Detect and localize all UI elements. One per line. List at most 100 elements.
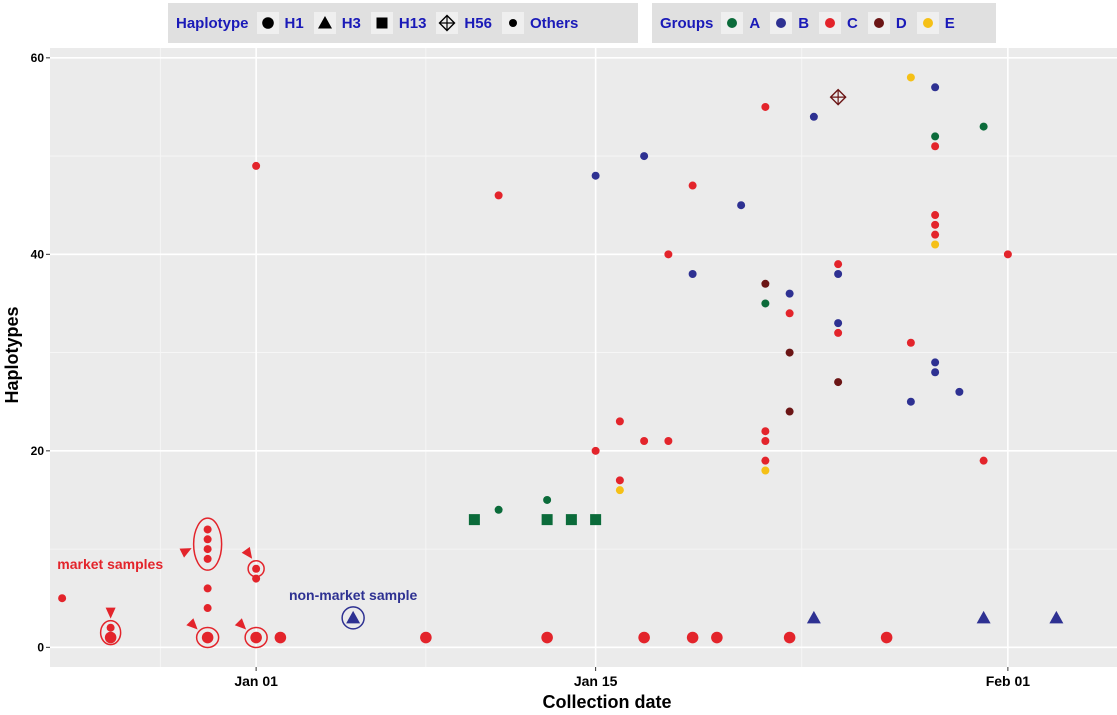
- other-point: [761, 299, 770, 308]
- h13-point: [541, 514, 553, 526]
- h13-point: [565, 514, 577, 526]
- group-legend-label: B: [798, 14, 810, 32]
- h13-point: [376, 17, 388, 29]
- other-point: [809, 112, 818, 121]
- other-point: [615, 486, 624, 495]
- h1-point: [638, 631, 650, 644]
- group-legend-key: [819, 12, 842, 34]
- market-sample-ellipse: [192, 517, 223, 571]
- group-legend-key: [770, 12, 793, 34]
- haplotype-legend: Haplotype H1 H3 H13 H56 Others: [168, 3, 638, 43]
- other-point: [252, 564, 261, 573]
- arrowhead: [241, 546, 253, 559]
- non-market-sample-label: non-market sample: [289, 587, 418, 603]
- arrowhead: [105, 607, 116, 619]
- h13-point: [468, 514, 480, 526]
- other-point: [834, 328, 843, 337]
- other-point: [543, 495, 552, 504]
- other-point: [931, 83, 940, 92]
- other-point: [494, 505, 503, 514]
- other-point: [640, 152, 649, 161]
- non-market-sample-ellipse: [341, 606, 365, 630]
- other-point: [615, 417, 624, 426]
- other-point: [906, 397, 915, 406]
- x-tick-label: Jan 15: [574, 673, 618, 689]
- other-point: [494, 191, 503, 200]
- groups-legend: Groups A B C D E: [652, 3, 996, 43]
- other-point: [906, 73, 915, 82]
- group-legend-swatch: [776, 18, 787, 28]
- haplotype-legend-label: H1: [284, 14, 304, 32]
- h13-point: [590, 514, 602, 526]
- other-point: [931, 220, 940, 229]
- market-sample-ellipse: [195, 626, 220, 649]
- h56-cross: [439, 15, 455, 31]
- group-legend-swatch: [825, 18, 836, 28]
- other-point: [785, 289, 794, 298]
- group-legend-label: C: [847, 14, 858, 32]
- x-axis-label: Collection date: [542, 692, 671, 712]
- y-tick-label: 20: [31, 444, 45, 458]
- other-point: [761, 102, 770, 111]
- other-point: [688, 269, 697, 278]
- other-point: [58, 594, 67, 603]
- other-point: [203, 545, 212, 554]
- market-sample-ellipse: [99, 619, 122, 646]
- other-point: [252, 161, 261, 170]
- group-legend-swatch: [873, 18, 884, 28]
- h56-point: [438, 14, 456, 32]
- h1-point: [711, 631, 723, 644]
- annotations: market samples non-market sample: [57, 517, 418, 649]
- h1-point: [274, 631, 287, 644]
- other-point: [761, 456, 770, 465]
- h1-point: [261, 17, 274, 29]
- group-legend-key: [721, 12, 744, 34]
- other-point: [834, 378, 843, 387]
- other-point: [203, 604, 212, 613]
- h3-point: [346, 610, 361, 624]
- other-point: [203, 525, 212, 534]
- arrowhead: [179, 548, 192, 558]
- group-legend-label: E: [944, 14, 955, 32]
- other-point: [664, 250, 673, 259]
- other-point: [785, 348, 794, 357]
- other-point: [761, 427, 770, 436]
- h1-point: [420, 631, 432, 644]
- arrowhead: [186, 618, 198, 630]
- y-axis-label: Haplotypes: [2, 306, 22, 403]
- other-point: [834, 269, 843, 278]
- other-point: [955, 387, 964, 396]
- axes: 0 20 40 60 Jan 01 Jan 15 Feb 01: [31, 51, 1031, 689]
- other-point: [931, 142, 940, 151]
- other-point: [688, 181, 697, 190]
- market-sample-ellipse: [244, 626, 268, 649]
- h1-point: [104, 631, 117, 644]
- other-point: [737, 201, 746, 210]
- other-point: [106, 623, 115, 632]
- other-point: [931, 132, 940, 141]
- group-legend-swatch: [922, 18, 933, 28]
- haplotype-legend-key: [436, 12, 459, 34]
- market-sample-ellipse: [247, 559, 265, 578]
- other-point: [785, 309, 794, 318]
- y-tick-label: 60: [31, 51, 45, 65]
- market-samples-label: market samples: [57, 556, 163, 572]
- haplotype-legend-key: [313, 12, 336, 34]
- haplotype-legend-label: Others: [529, 14, 579, 32]
- group-legend-label: D: [895, 14, 907, 32]
- plot-panel: [50, 48, 1117, 667]
- other-point: [906, 338, 915, 347]
- haplotype-legend-title: Haplotype: [176, 14, 249, 32]
- other-point: [931, 230, 940, 239]
- h3-point: [317, 16, 332, 29]
- group-legend-label: A: [749, 14, 761, 32]
- other-point: [761, 466, 770, 475]
- h56-diamond: [829, 88, 847, 106]
- h3-point: [976, 610, 991, 624]
- other-point: [508, 19, 517, 27]
- other-point: [785, 407, 794, 416]
- h56-cross: [830, 89, 846, 105]
- haplotype-legend-key: [501, 12, 524, 34]
- h1-point: [201, 631, 214, 644]
